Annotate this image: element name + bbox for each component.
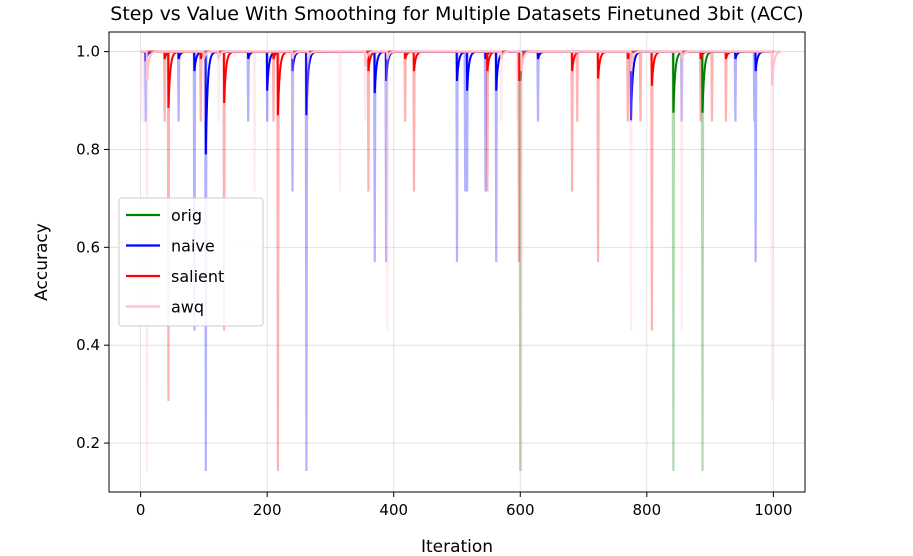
x-axis-label: Iteration [421,537,493,556]
legend-label-naive: naive [171,237,215,256]
x-tick-label: 400 [379,501,408,519]
y-tick-label: 0.4 [76,336,100,354]
legend-box [118,197,264,327]
y-tick-label: 0.2 [76,434,100,452]
x-tick-label: 600 [506,501,535,519]
plot-frame [108,31,806,493]
x-axis: 0 200 400 600 800 1000 [136,492,792,519]
legend-label-salient: salient [171,267,224,286]
x-tick-label: 0 [136,501,146,519]
x-tick-label: 200 [253,501,282,519]
legend-label-orig: orig [171,206,202,225]
legend: orig naive salient awq [118,197,264,327]
series-awq-raw-line [140,50,774,471]
y-axis-label: Accuracy [32,223,52,301]
y-tick-label: 1.0 [76,43,100,61]
series-awq-smoothed-line [140,50,782,86]
legend-label-awq: awq [171,298,204,317]
chart-title: Step vs Value With Smoothing for Multipl… [110,3,803,25]
series-orig-raw-line [140,50,774,471]
y-tick-label: 0.6 [76,238,100,256]
y-axis: 0.2 0.4 0.6 0.8 1.0 [76,43,109,452]
x-tick-label: 1000 [754,501,792,519]
series-awq [140,50,782,471]
x-tick-label: 800 [632,501,661,519]
y-tick-label: 0.8 [76,140,100,158]
